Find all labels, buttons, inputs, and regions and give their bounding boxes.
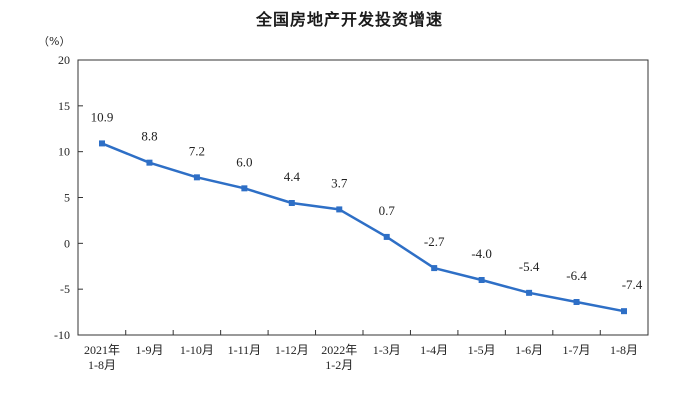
chart-title: 全国房地产开发投资增速	[255, 10, 443, 29]
data-point	[241, 185, 248, 192]
y-tick-label: 5	[64, 191, 70, 205]
data-label: -5.4	[519, 259, 540, 274]
y-tick-label: 10	[58, 145, 70, 159]
data-labels: 10.9 8.8 7.2 6.0 4.4 3.7 0.7 -2.7 -4.0 -5.4 -6.4 -7…	[91, 109, 643, 292]
data-point	[288, 200, 295, 206]
data-label: 3.7	[331, 175, 348, 190]
data-label: -2.7	[424, 234, 445, 249]
x-tick-label: 2022年 1-2月	[321, 343, 357, 372]
x-tick-label: 1-11月	[228, 343, 262, 357]
data-label: 4.4	[284, 169, 301, 184]
x-tick-label: 1-10月	[180, 343, 214, 357]
data-point	[336, 206, 343, 213]
y-axis: 20 15 10 5 0 -5 -10	[54, 53, 83, 342]
data-point	[193, 174, 200, 181]
x-tick-label: 1-6月	[515, 343, 543, 357]
data-label: 7.2	[189, 143, 205, 158]
y-tick-label: 15	[58, 99, 70, 113]
plot-frame	[77, 59, 649, 336]
series-line	[101, 142, 625, 313]
x-axis: 2021年 1-8月 1-9月 1-10月 1-11月 1-12月 2022年 1-2月 1-3…	[84, 330, 638, 372]
x-tick-label: 1-3月	[373, 343, 401, 357]
data-point	[526, 289, 533, 296]
data-label: 0.7	[379, 203, 396, 218]
x-tick-label: 2021年 1-8月	[84, 343, 120, 372]
y-tick-label: -10	[54, 328, 70, 342]
data-point	[383, 233, 390, 240]
data-label: 10.9	[91, 109, 114, 124]
data-label: -4.0	[471, 246, 492, 261]
data-label: -7.4	[622, 277, 643, 292]
data-point	[478, 277, 485, 283]
x-tick-label: 1-12月	[275, 343, 309, 357]
x-tick-label: 1-4月	[420, 343, 448, 357]
data-label: -6.4	[566, 268, 587, 283]
x-tick-label: 1-9月	[135, 343, 163, 357]
y-tick-label: 20	[58, 53, 70, 67]
y-tick-label: -5	[60, 282, 70, 296]
data-point	[431, 265, 438, 272]
data-point	[621, 308, 627, 315]
data-label: 8.8	[141, 129, 157, 144]
data-point	[99, 140, 105, 147]
y-tick-label: 0	[64, 236, 70, 250]
y-axis-unit-label: （%）	[38, 35, 71, 48]
data-point	[573, 299, 580, 305]
x-tick-label: 1-8月	[610, 343, 638, 357]
x-tick-label: 1-5月	[468, 343, 496, 357]
data-point	[146, 159, 153, 166]
data-label: 6.0	[236, 154, 252, 169]
data-markers	[99, 140, 627, 315]
x-tick-label: 1-7月	[563, 343, 591, 357]
